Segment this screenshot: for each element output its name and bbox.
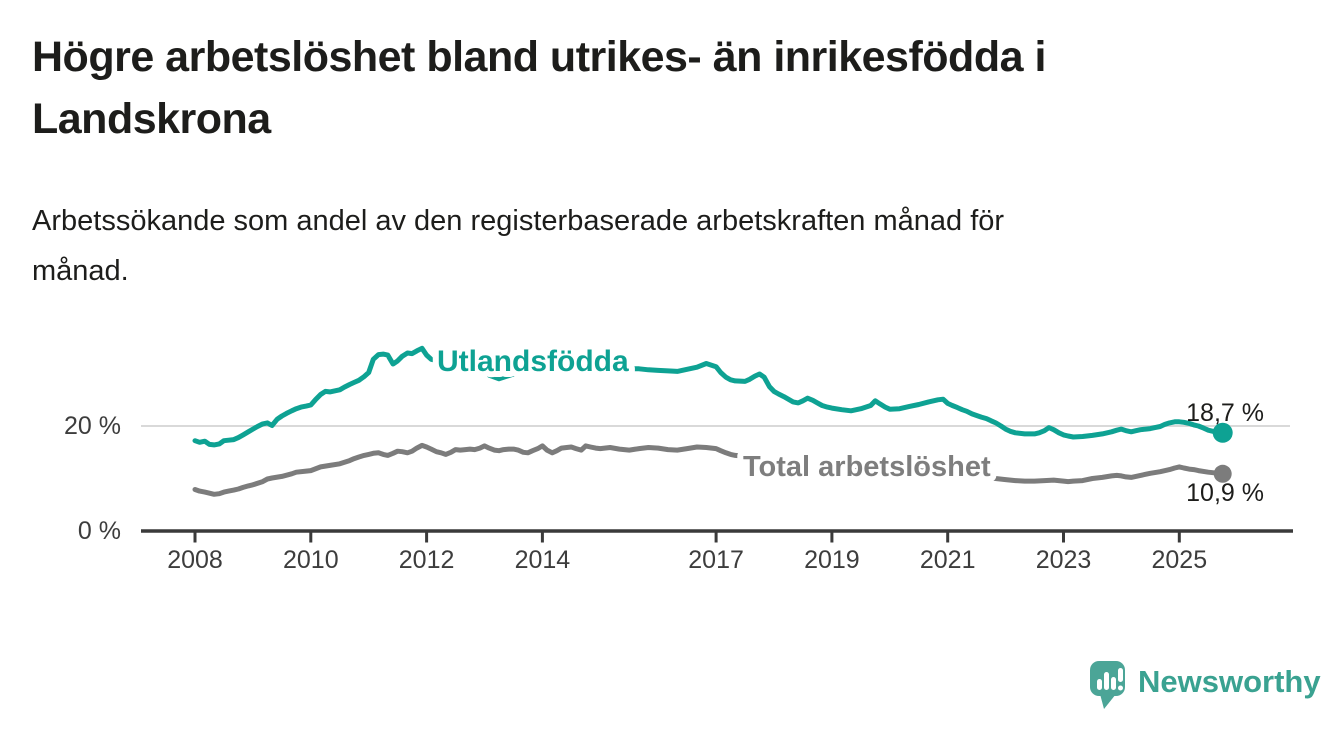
page-title-line2: Landskrona [32,95,271,143]
x-tick-label-2008: 2008 [167,546,223,574]
x-axis-ticks: 2008 2010 2012 2014 2017 2019 2021 2023 2025 [167,531,1207,574]
x-tick-label-2010: 2010 [283,546,339,574]
series-end-dot-1 [1213,464,1232,483]
chart-subtitle: Arbetssökande som andel av den registerb… [32,196,1302,296]
x-tick-label-2023: 2023 [1036,546,1092,574]
newsworthy-brand-text: Newsworthy [1138,664,1321,699]
x-tick-label-2025: 2025 [1151,546,1207,574]
end-value-label-utlandsfodda: 18,7 % [1186,399,1264,427]
series-label-total-arbetsloshet: Total arbetslöshet [743,451,991,483]
x-tick-label-2014: 2014 [515,546,571,574]
x-tick-label-2021: 2021 [920,546,976,574]
newsworthy-brand: Newsworthy [1090,661,1321,709]
chart-subtitle-line1: Arbetssökande som andel av den registerb… [32,205,1005,237]
series-lines [192,345,1233,497]
series-label-utlandsfodda: Utlandsfödda [437,345,629,378]
x-tick-label-2012: 2012 [399,546,455,574]
series-end-dot-0 [1212,422,1233,443]
x-tick-label-2019: 2019 [804,546,860,574]
series-line-1 [192,442,1226,497]
page-title: Högre arbetslöshet bland utrikes- än inr… [32,26,1302,150]
series-line-0 [192,345,1226,448]
x-tick-label-2017: 2017 [688,546,744,574]
end-value-label-total: 10,9 % [1186,479,1264,507]
page-title-line1: Högre arbetslöshet bland utrikes- än inr… [32,33,1046,81]
chart-subtitle-line2: månad. [32,255,129,287]
newsworthy-logo-icon [1090,661,1125,709]
y-axis-label-0: 0 % [78,517,121,545]
y-axis-label-20: 20 % [64,412,121,440]
